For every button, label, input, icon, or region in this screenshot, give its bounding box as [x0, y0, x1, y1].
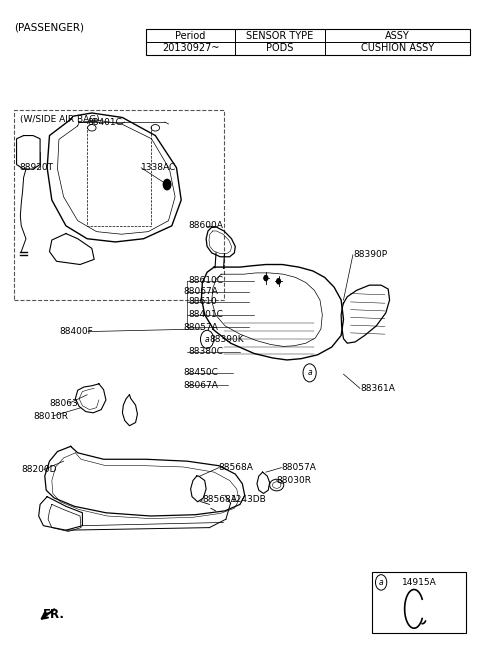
Text: PODS: PODS	[266, 43, 294, 53]
Text: 88030R: 88030R	[276, 476, 312, 485]
Text: CUSHION ASSY: CUSHION ASSY	[361, 43, 434, 53]
Text: 88067A: 88067A	[183, 287, 218, 296]
Text: 88361A: 88361A	[360, 384, 395, 393]
Text: 88401C: 88401C	[87, 118, 122, 127]
Text: 88401C: 88401C	[188, 311, 223, 319]
Text: 88057A: 88057A	[183, 322, 218, 332]
Text: 88057A: 88057A	[281, 463, 316, 472]
Ellipse shape	[270, 479, 284, 491]
Bar	[14, 110, 224, 300]
Circle shape	[264, 276, 268, 281]
Text: 88010R: 88010R	[33, 411, 68, 420]
Text: a: a	[205, 335, 209, 344]
Text: 88920T: 88920T	[19, 163, 53, 172]
Text: (W/SIDE AIR BAG): (W/SIDE AIR BAG)	[20, 115, 99, 124]
Text: 1338AC: 1338AC	[141, 163, 177, 172]
Text: FR.: FR.	[42, 607, 64, 620]
Text: 1243DB: 1243DB	[230, 495, 266, 505]
Text: 88063: 88063	[49, 399, 78, 408]
Text: SENSOR TYPE: SENSOR TYPE	[246, 31, 313, 41]
Ellipse shape	[151, 124, 159, 131]
Bar	[372, 572, 466, 634]
Bar	[146, 29, 470, 55]
Text: 88610: 88610	[188, 297, 217, 307]
Text: Period: Period	[175, 31, 206, 41]
Text: 20130927~: 20130927~	[162, 43, 219, 53]
Text: 88450C: 88450C	[183, 368, 218, 377]
Text: 88200D: 88200D	[21, 465, 57, 474]
Ellipse shape	[273, 482, 281, 488]
Text: 88390K: 88390K	[209, 335, 244, 344]
Circle shape	[163, 180, 171, 190]
Text: a: a	[307, 368, 312, 377]
Text: (PASSENGER): (PASSENGER)	[14, 23, 84, 33]
Circle shape	[276, 279, 280, 284]
Text: 88610C: 88610C	[188, 276, 223, 285]
Text: 88600A: 88600A	[188, 221, 223, 230]
Text: 88400F: 88400F	[59, 327, 93, 336]
Text: 88067A: 88067A	[183, 380, 218, 390]
Text: 88568A: 88568A	[219, 463, 254, 472]
Text: a: a	[379, 578, 384, 587]
Text: 88568A: 88568A	[203, 495, 237, 505]
Text: 88380C: 88380C	[188, 347, 223, 356]
Ellipse shape	[87, 124, 96, 131]
Text: 88390P: 88390P	[353, 250, 387, 259]
Text: 14915A: 14915A	[402, 578, 437, 587]
Text: ASSY: ASSY	[385, 31, 410, 41]
